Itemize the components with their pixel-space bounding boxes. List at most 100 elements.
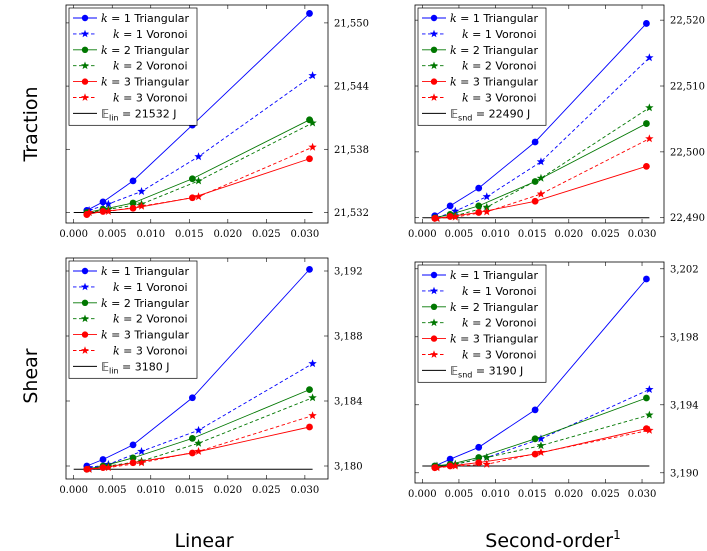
panel-1-series-6-line: [89, 146, 313, 213]
panel-1-legend-label: k = 2 Triangular: [101, 44, 190, 57]
row-label-shear: Shear: [20, 348, 42, 403]
panel-4-series-4-point: [645, 410, 654, 419]
panel-1-legend-label-rest: = 1 Voronoi: [120, 28, 188, 41]
panel-3-legend-label: k = 2 Triangular: [101, 297, 190, 310]
panel-1-series-2-point: [137, 187, 146, 195]
panel-2-series-2-point: [482, 192, 491, 201]
panel-4-series-2-point: [536, 434, 546, 443]
panel-2-legend-reference-value: = 22490 J: [472, 107, 530, 120]
panel-4-legend-label-k: k: [462, 317, 469, 330]
panel-3-legend-label: k = 3 Voronoi: [113, 345, 188, 358]
panel-2-ytick-label: 22,510: [670, 82, 705, 93]
panel-4-xtick-label: 0.015: [518, 489, 547, 500]
panel-1-legend-swatch-marker: [81, 46, 89, 53]
panel-4-legend-swatch-marker: [430, 303, 438, 310]
panel-4-series-2-point: [645, 385, 654, 394]
panel-3-series-1-point: [99, 456, 107, 463]
panel-4: 0.000 0.005 0.010 0.015 0.020 0.025 0.030 3,190…: [408, 261, 699, 500]
panel-2-series-6-point: [451, 212, 460, 221]
panel-4-legend-label-k: k: [450, 269, 457, 282]
panel-4-legend-label-rest: = 3 Voronoi: [469, 349, 537, 362]
panel-4-ytick-label: 3,190: [670, 468, 699, 479]
panel-3-legend-label-rest: = 2 Triangular: [108, 297, 190, 310]
panel-2-xtick-label: 0.030: [628, 229, 657, 240]
panel-4-legend-label-k: k: [450, 301, 457, 314]
panel-2-series-2-point: [645, 53, 654, 62]
panel-4-legend-label-k: k: [462, 349, 469, 362]
panel-2-legend-label-rest: = 2 Triangular: [457, 44, 539, 57]
panel-3: 0.000 0.005 0.010 0.015 0.020 0.025 0.030 3,180…: [59, 257, 363, 496]
panel-3-series-3-point: [129, 454, 137, 462]
panel-4-series-1: [431, 275, 650, 470]
panel-1-series-6-point: [84, 208, 94, 217]
panel-2-legend-swatch-marker: [430, 93, 438, 101]
panel-1-legend-swatch-marker: [81, 78, 89, 85]
panel-2-series-3-point: [531, 178, 539, 185]
panel-2-xtick-label: 0.025: [591, 229, 620, 240]
panel-1-legend-label-k: k: [101, 12, 108, 25]
panel-4-legend-label-rest: = 1 Triangular: [457, 269, 539, 282]
panel-4-series-1-point: [643, 275, 650, 283]
panel-2-legend-reference-label: 𝔼snd = 22490 J: [450, 107, 530, 122]
panel-4-xtick-label: 0.020: [554, 489, 583, 500]
panel-3-xtick-label: 0.020: [214, 485, 243, 496]
panel-3-legend-label-rest: = 2 Voronoi: [120, 313, 188, 326]
panel-4-legend-reference-label: 𝔼snd = 3190 J: [450, 364, 523, 379]
panel-4-legend-swatch-marker: [430, 318, 438, 327]
panel-4-legend-swatch-marker: [430, 335, 438, 342]
panel-3-legend-label-rest: = 1 Voronoi: [120, 281, 188, 294]
panel-1-xtick-label: 0.000: [59, 229, 88, 240]
panel-2-series-2-point: [451, 206, 460, 215]
panel-1-series-5-point: [129, 204, 137, 212]
panel-3-legend-box: [68, 260, 198, 379]
panel-3-legend-swatch-marker: [81, 282, 89, 291]
panel-1-series-4-point: [308, 118, 317, 127]
panel-2-series-6-point: [482, 207, 491, 216]
panel-1-legend-label-k: k: [101, 76, 108, 89]
panel-1-series-5-point: [306, 155, 313, 163]
panel-3-legend-label: k = 3 Triangular: [101, 329, 190, 342]
panel-4-legend-reference-sub: snd: [458, 370, 472, 379]
panel-3-series-6-line: [89, 415, 313, 470]
panel-1-legend-swatch-marker: [81, 93, 89, 101]
panel-2-legend-label: k = 1 Triangular: [450, 12, 539, 25]
panel-2-series-5-point: [531, 197, 539, 205]
panel-3-xtick-label: 0.010: [136, 485, 165, 496]
panel-2-series-1-point: [446, 202, 454, 210]
panel-3-series-6-point: [194, 446, 203, 455]
panel-4-series-1-point: [446, 455, 454, 463]
panel-4-legend-reference-symbol: 𝔼: [450, 364, 458, 377]
panel-3-legend-swatch-marker: [81, 331, 89, 338]
panel-4-ytick-label: 3,194: [670, 400, 699, 411]
col-label-second-order-text: Second-order: [485, 530, 613, 551]
panel-2: 0.000 0.005 0.010 0.015 0.020 0.025 0.030 22,49…: [408, 4, 705, 240]
panel-2-series-3-point: [643, 120, 650, 127]
panel-1-legend-label: k = 2 Voronoi: [113, 60, 188, 73]
col-label-linear: Linear: [174, 530, 233, 551]
panel-2-series-1-point: [531, 138, 539, 146]
panel-1-series-4-point: [194, 176, 203, 185]
panel-1-legend-label-k: k: [113, 28, 120, 41]
panel-1-legend-reference-symbol: 𝔼: [101, 107, 109, 120]
panel-1-xtick-label: 0.020: [214, 229, 243, 240]
panel-3-legend-label-k: k: [113, 313, 120, 326]
panel-3-legend-swatch-marker: [81, 299, 89, 306]
col-label-second-order: Second-order1: [485, 528, 620, 551]
panel-3-legend-reference-sub: lin: [109, 366, 119, 375]
panel-3-legend-swatch-marker: [81, 346, 89, 354]
panel-2-series-6-point: [432, 213, 442, 222]
panel-2-legend-label: k = 2 Triangular: [450, 44, 539, 57]
panel-2-legend-reference-symbol: 𝔼: [450, 107, 458, 120]
panel-1-ytick-label: 21,538: [334, 145, 369, 156]
panel-1-series-6-point: [308, 142, 317, 151]
panel-1-legend-label-rest: = 2 Triangular: [108, 44, 190, 57]
panel-4-xtick-label: 0.025: [591, 489, 620, 500]
panel-3-legend-label-k: k: [101, 297, 108, 310]
panel-4-legend-label: k = 1 Triangular: [450, 269, 539, 282]
panel-2-legend-label-rest: = 1 Voronoi: [469, 28, 537, 41]
panel-4-ytick-label: 3,198: [670, 332, 699, 343]
panel-1-legend-swatch-marker: [81, 14, 89, 22]
panel-3-series-6-point: [104, 463, 113, 472]
panel-2-series-5: [431, 162, 650, 222]
